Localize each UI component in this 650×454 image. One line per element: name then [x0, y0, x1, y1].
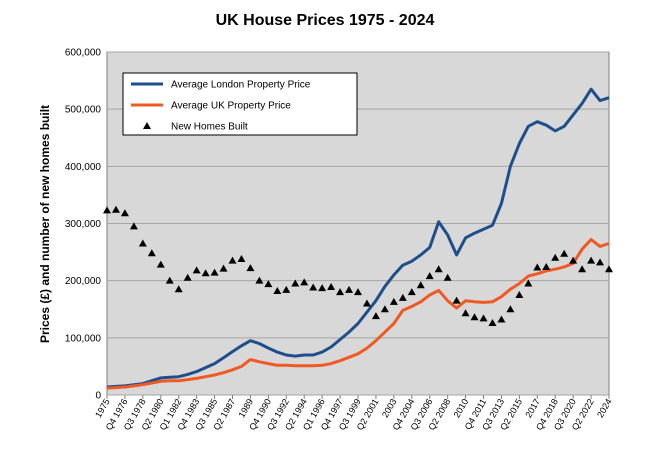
legend-label: New Homes Built	[171, 122, 248, 133]
triangle-marker	[479, 314, 488, 322]
triangle-marker	[605, 265, 613, 273]
legend-swatch	[143, 122, 151, 129]
triangle-marker	[291, 279, 300, 287]
triangle-marker	[210, 268, 219, 276]
triangle-marker	[300, 278, 309, 286]
triangle-marker	[596, 258, 605, 266]
triangle-marker	[282, 285, 291, 293]
triangle-marker	[111, 205, 120, 213]
triangle-marker	[156, 260, 165, 268]
triangle-marker	[443, 273, 452, 281]
triangle-marker	[174, 285, 183, 293]
triangle-marker	[569, 256, 578, 264]
y-tick-label: 200,000	[65, 276, 102, 287]
y-tick-label: 500,000	[65, 105, 102, 116]
triangle-marker	[371, 312, 380, 320]
triangle-marker	[327, 282, 336, 290]
triangle-marker	[273, 286, 282, 294]
triangle-marker	[578, 265, 587, 273]
triangle-marker	[345, 285, 354, 293]
triangle-marker	[461, 309, 470, 317]
triangle-marker	[201, 269, 210, 277]
y-tick-label: 600,000	[65, 48, 102, 59]
triangle-marker	[551, 253, 560, 261]
triangle-marker	[560, 249, 569, 257]
triangle-marker	[452, 296, 461, 304]
chart-title: UK House Prices 1975 - 2024	[216, 12, 435, 29]
y-tick-label: 100,000	[65, 333, 102, 344]
triangle-marker	[147, 249, 156, 257]
y-tick-label: 300,000	[65, 219, 102, 230]
triangle-marker	[506, 305, 515, 313]
triangle-marker	[497, 315, 506, 323]
triangle-marker	[362, 299, 371, 307]
triangle-marker	[389, 297, 398, 305]
triangle-marker	[416, 281, 425, 289]
triangle-marker	[354, 288, 362, 296]
triangle-marker	[309, 283, 318, 291]
triangle-marker	[264, 280, 273, 288]
triangle-marker	[533, 263, 542, 271]
x-tick-label: 2024	[595, 397, 614, 419]
legend-label: Average UK Property Price	[171, 101, 291, 112]
y-tick-label: 0	[95, 391, 101, 402]
triangle-marker	[407, 288, 416, 296]
y-axis-label: Prices (£) and number of new homes built	[38, 105, 52, 343]
triangle-marker	[524, 279, 533, 287]
y-tick-label: 400,000	[65, 162, 102, 173]
triangle-marker	[219, 264, 228, 272]
triangle-marker	[228, 256, 237, 264]
triangle-marker	[425, 272, 434, 280]
triangle-marker	[470, 313, 479, 321]
triangle-marker	[434, 265, 443, 273]
triangle-marker	[318, 284, 327, 292]
triangle-marker	[587, 256, 596, 264]
triangle-marker	[488, 318, 497, 326]
series-line	[106, 238, 610, 390]
legend-label: Average London Property Price	[171, 80, 311, 91]
triangle-marker	[515, 290, 524, 298]
triangle-marker	[336, 288, 345, 296]
triangle-marker	[398, 293, 407, 301]
triangle-marker	[246, 264, 255, 272]
triangle-marker	[255, 276, 264, 284]
triangle-marker	[103, 206, 111, 214]
series-line	[106, 87, 610, 389]
triangle-marker	[380, 305, 389, 313]
triangle-marker	[129, 222, 138, 230]
triangle-marker	[120, 209, 129, 217]
triangle-marker	[183, 273, 192, 281]
triangle-marker	[165, 276, 174, 284]
triangle-marker	[138, 239, 147, 247]
triangle-marker	[192, 266, 201, 274]
triangle-marker	[237, 254, 246, 262]
triangle-marker	[542, 262, 551, 270]
